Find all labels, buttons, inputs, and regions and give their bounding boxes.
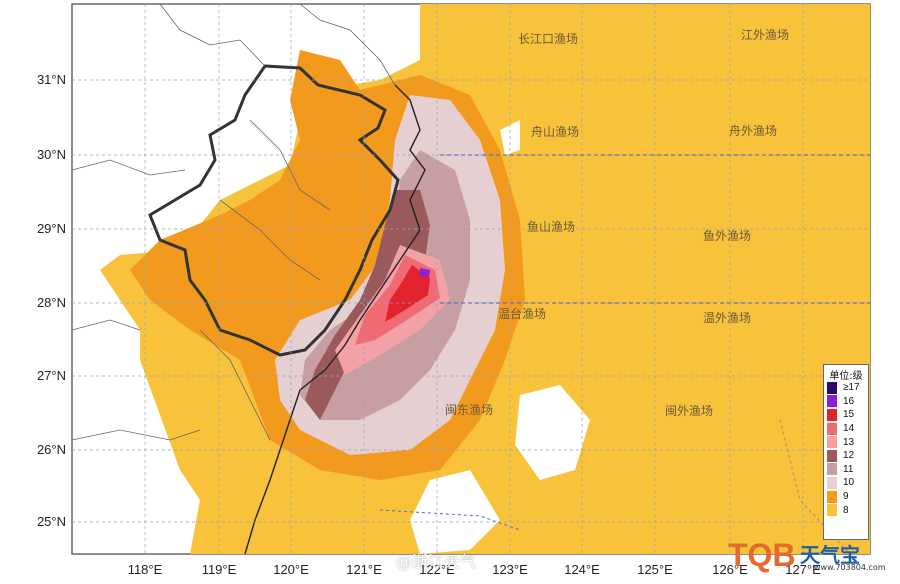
x-tick-label: 118°E — [128, 562, 163, 577]
y-tick-label: 25°N — [37, 514, 66, 529]
zone-label: 长江口渔场 — [518, 32, 578, 46]
legend-label: 13 — [843, 436, 855, 448]
legend-label: 11 — [843, 463, 854, 475]
wind-area-level-15 — [385, 265, 430, 322]
y-tick-label: 31°N — [37, 72, 66, 87]
legend-swatch — [827, 436, 837, 449]
legend-row: 9 — [824, 490, 868, 504]
legend-row: 10 — [824, 476, 868, 490]
y-tick-label: 29°N — [37, 221, 66, 236]
legend-swatch — [827, 381, 837, 394]
zone-label: 鱼山渔场 — [527, 220, 575, 234]
legend-label: 12 — [843, 450, 855, 462]
legend-swatch — [827, 490, 837, 503]
legend-row: 15 — [824, 408, 868, 422]
legend-swatch — [827, 463, 837, 476]
legend-row: 16 — [824, 395, 868, 409]
legend-label: 10 — [843, 477, 855, 489]
legend-row: ≥17 — [824, 381, 868, 395]
legend-label: ≥17 — [843, 382, 860, 394]
y-tick-label: 30°N — [37, 147, 66, 162]
y-axis: 31°N 30°N 29°N 28°N 27°N 26°N 25°N — [37, 72, 66, 529]
x-tick-label: 119°E — [202, 562, 237, 577]
watermark: @浙江天气 — [396, 552, 477, 571]
coastline — [244, 84, 426, 555]
legend: 单位:级 ≥17 16 15 14 13 12 11 10 9 8 — [823, 364, 869, 540]
legend-label: 8 — [843, 504, 849, 516]
x-axis: 118°E 119°E 120°E 121°E 122°E 123°E 124°… — [128, 562, 821, 577]
legend-label: 14 — [843, 423, 855, 435]
legend-swatch — [827, 422, 837, 435]
legend-title: 单位:级 — [829, 371, 863, 382]
legend-swatch — [827, 395, 837, 408]
zone-label: 鱼外渔场 — [703, 229, 751, 243]
zone-label: 温台渔场 — [498, 306, 546, 321]
x-tick-label: 122°E — [419, 562, 455, 577]
legend-row: 11 — [824, 463, 868, 477]
logo-url: www.703804.com — [814, 563, 886, 572]
legend-row: 8 — [824, 503, 868, 517]
legend-row: 13 — [824, 435, 868, 449]
y-tick-label: 28°N — [37, 295, 66, 310]
y-tick-label: 26°N — [37, 442, 66, 457]
legend-swatch — [827, 504, 837, 517]
fishing-zone-labels: 长江口渔场 江外渔场 舟山渔场 舟外渔场 鱼山渔场 鱼外渔场 温台渔场 温外渔场… — [445, 28, 789, 418]
graticule — [72, 4, 870, 554]
zone-label: 温外渔场 — [703, 311, 751, 325]
legend-row: 14 — [824, 422, 868, 436]
x-tick-label: 125°E — [637, 562, 673, 577]
legend-row: 12 — [824, 449, 868, 463]
zone-label: 闽东渔场 — [445, 403, 493, 417]
legend-label: 9 — [843, 491, 849, 503]
province-boundary — [148, 64, 400, 357]
legend-label: 16 — [843, 395, 855, 407]
zone-label: 舟外渔场 — [729, 124, 777, 138]
legend-swatch — [827, 408, 837, 421]
x-tick-label: 124°E — [564, 562, 600, 577]
zone-label: 舟山渔场 — [531, 125, 579, 139]
legend-swatch — [827, 476, 837, 489]
x-tick-label: 126°E — [712, 562, 748, 577]
x-tick-label: 123°E — [492, 562, 528, 577]
legend-label: 15 — [843, 409, 855, 421]
x-tick-label: 127°E — [785, 562, 821, 577]
site-logo: TQB 天气宝 www.703804.com — [728, 537, 888, 577]
logo-name: 天气宝 — [800, 543, 860, 567]
logo-mark: TQB — [728, 537, 796, 573]
legend-swatch — [827, 449, 837, 462]
zone-label: 闽外渔场 — [665, 404, 713, 418]
x-tick-label: 120°E — [273, 562, 309, 577]
wind-area-level-16 — [419, 268, 430, 277]
y-tick-label: 27°N — [37, 368, 66, 383]
county-boundaries — [71, 3, 396, 441]
zone-label: 江外渔场 — [741, 28, 789, 42]
x-tick-label: 121°E — [346, 562, 382, 577]
